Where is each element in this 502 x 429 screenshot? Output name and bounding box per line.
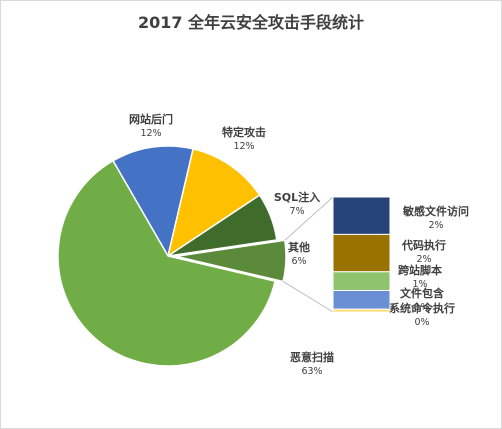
slice-4-label: 恶意扫描	[290, 350, 334, 364]
pie-slice-0	[111, 145, 195, 259]
bar-segment-0	[332, 196, 391, 235]
bar-item-0-label: 敏感文件访问	[402, 204, 469, 218]
slice-0-percent: 12%	[140, 128, 161, 139]
slice-2-label: SQL注入	[274, 190, 320, 204]
slice-1-percent: 12%	[233, 141, 254, 152]
bar-segment-2	[332, 271, 391, 291]
connector-line-bottom	[282, 281, 334, 313]
slice-3-label: 其他	[288, 240, 310, 254]
bar-segment-1	[332, 233, 391, 273]
pie-slice-2	[167, 194, 278, 257]
pie-slice-3	[175, 239, 287, 283]
slice-1-label: 特定攻击	[222, 125, 266, 139]
pie-slice-4	[57, 159, 276, 367]
bar-item-4-percent: 0%	[414, 317, 429, 328]
slice-3-percent: 6%	[291, 256, 306, 267]
slice-0-label: 网站后门	[129, 112, 173, 126]
bar-item-1-label: 代码执行	[401, 238, 446, 252]
bar-item-1-percent: 2%	[416, 254, 431, 265]
bar-item-0-percent: 2%	[428, 220, 443, 231]
bar-item-3-percent: 1%	[414, 302, 429, 313]
slice-4-percent: 63%	[301, 366, 322, 377]
connector-line-top	[284, 196, 334, 241]
bar-segment-3	[332, 289, 391, 310]
chart-title: 2017 全年云安全攻击手段统计	[138, 13, 364, 32]
bar-item-3-label: 文件包含	[400, 286, 445, 300]
bar-segment-4	[332, 308, 391, 313]
bar-item-2-label: 跨站脚本	[398, 263, 442, 277]
slice-2-percent: 7%	[289, 206, 304, 217]
bar-item-4-label: 系统命令执行	[389, 301, 455, 315]
bar-item-2-percent: 1%	[412, 279, 427, 290]
pie-slice-1	[166, 148, 261, 258]
